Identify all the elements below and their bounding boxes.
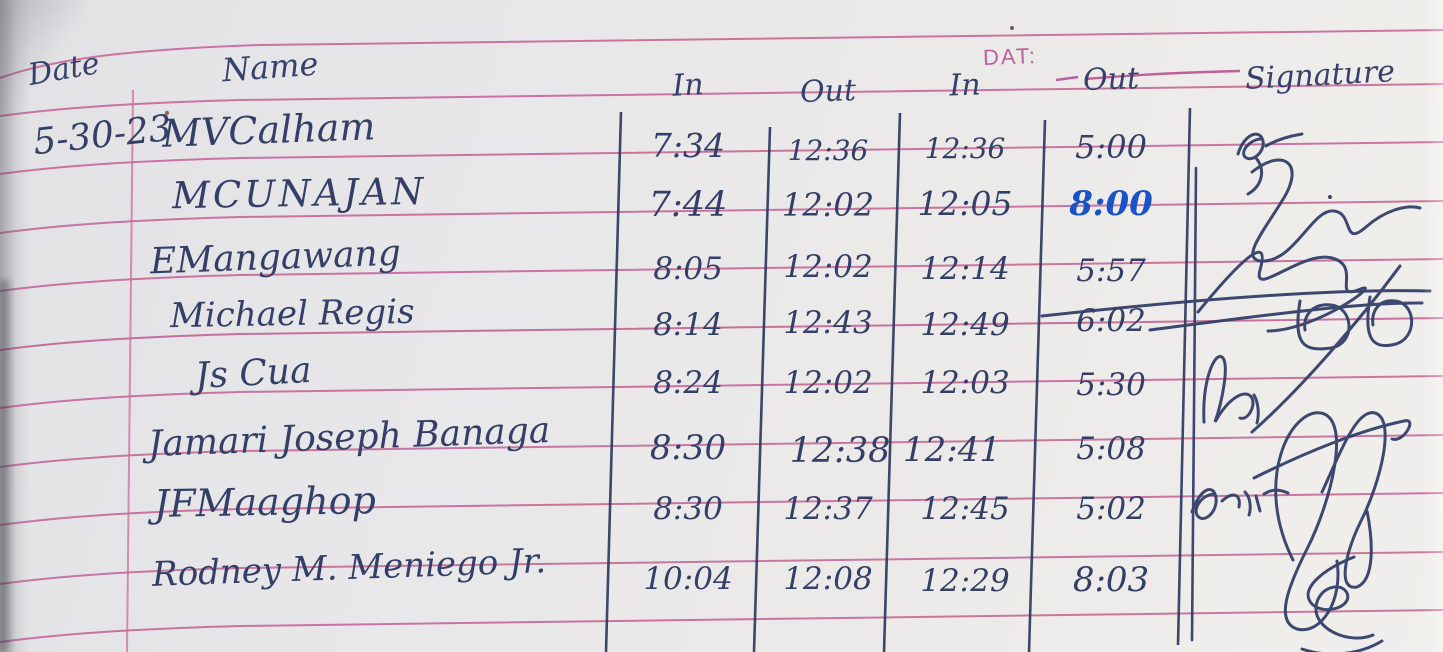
- name-value: Michael Regis: [169, 291, 415, 337]
- time-in-1: 8:30: [653, 491, 723, 527]
- table-row: Jamari Joseph Banaga 8:30 12:38 12:41 5:…: [0, 410, 1443, 478]
- name-value: Js Cua: [193, 349, 313, 398]
- header-in-afternoon: In: [948, 67, 982, 104]
- time-out-1: 12:08: [783, 561, 873, 597]
- table-row: Michael Regis 8:14 12:43 12:49 6:02: [0, 291, 1443, 356]
- time-in-1: 8:05: [653, 251, 723, 287]
- name-value: Jamari Joseph Banaga: [147, 409, 551, 466]
- name-value: Rodney M. Meniego Jr.: [151, 541, 547, 595]
- table-row: JFMaaghop 8:30 12:37 12:45 5:02: [0, 478, 1443, 540]
- header-out-evening: Out: [1082, 61, 1140, 98]
- header-out-noon: Out: [799, 73, 857, 110]
- time-in-2: 12:49: [920, 307, 1010, 343]
- table-row: Rodney M. Meniego Jr. 10:04 12:08 12:29 …: [0, 541, 1443, 608]
- time-out-1: 12:02: [783, 365, 873, 401]
- time-out-1: 12:02: [783, 249, 873, 285]
- time-in-2: 12:03: [920, 365, 1010, 401]
- table-row: Js Cua 8:24 12:02 12:03 5:30: [0, 349, 1443, 412]
- time-in-2: 12:29: [920, 563, 1010, 599]
- signature-scribble-row1: [1236, 132, 1304, 196]
- table-row: 5-30-23 MVCalham 7:34 12:36 12:36 5:00: [0, 104, 1443, 172]
- time-in-1: 7:34: [650, 126, 726, 165]
- margin-line: [126, 89, 134, 652]
- time-in-1: 8:24: [653, 365, 723, 401]
- time-out-2: 5:30: [1076, 367, 1146, 403]
- name-value: MCUNAJAN: [171, 169, 427, 218]
- time-out-1: 12:38: [789, 431, 891, 471]
- time-in-1: 10:04: [643, 561, 733, 597]
- name-value: JFMaaghop: [153, 478, 377, 526]
- table-row: MCUNAJAN 7:44 12:02 12:05 8:00: [0, 169, 1443, 232]
- time-in-2: 12:14: [920, 251, 1010, 287]
- header-name: Name: [220, 44, 320, 90]
- time-out-2: 8:00: [1069, 184, 1153, 224]
- time-out-2: 5:00: [1075, 128, 1147, 166]
- name-value: EMangawang: [149, 232, 402, 283]
- page-corner-shadow: [0, 0, 86, 114]
- time-out-1: 12:43: [783, 305, 873, 341]
- time-in-2: 12:36: [924, 132, 1006, 165]
- time-in-2: 12:45: [920, 491, 1010, 527]
- page-curl-shadow: [0, 280, 14, 652]
- time-out-2: 8:03: [1072, 560, 1150, 600]
- signature-scribble-rows2-4: [1040, 158, 1432, 642]
- table-row: EMangawang 8:05 12:02 12:14 5:57: [0, 233, 1443, 298]
- time-out-2: 5:57: [1076, 253, 1146, 289]
- time-in-1: 8:30: [649, 428, 727, 468]
- time-out-1: 12:02: [781, 186, 875, 224]
- time-out-2: 5:08: [1076, 431, 1146, 467]
- time-in-1: 8:14: [653, 307, 723, 343]
- printed-date-underline: [1055, 69, 1241, 82]
- page-edge-highlight: [1423, 0, 1443, 652]
- time-in-1: 7:44: [648, 185, 728, 225]
- time-in-2: 12:05: [917, 184, 1013, 223]
- time-out-1: 12:37: [783, 491, 873, 527]
- name-value: MVCalham: [161, 104, 377, 156]
- time-in-2: 12:41: [903, 430, 1001, 470]
- signature-scribble-row5: [1202, 355, 1260, 425]
- time-out-2: 6:02: [1076, 303, 1146, 339]
- time-out-1: 12:36: [787, 134, 869, 167]
- ink-dots: [164, 26, 1332, 199]
- column-rules: [604, 107, 1192, 652]
- time-out-2: 5:02: [1076, 491, 1146, 527]
